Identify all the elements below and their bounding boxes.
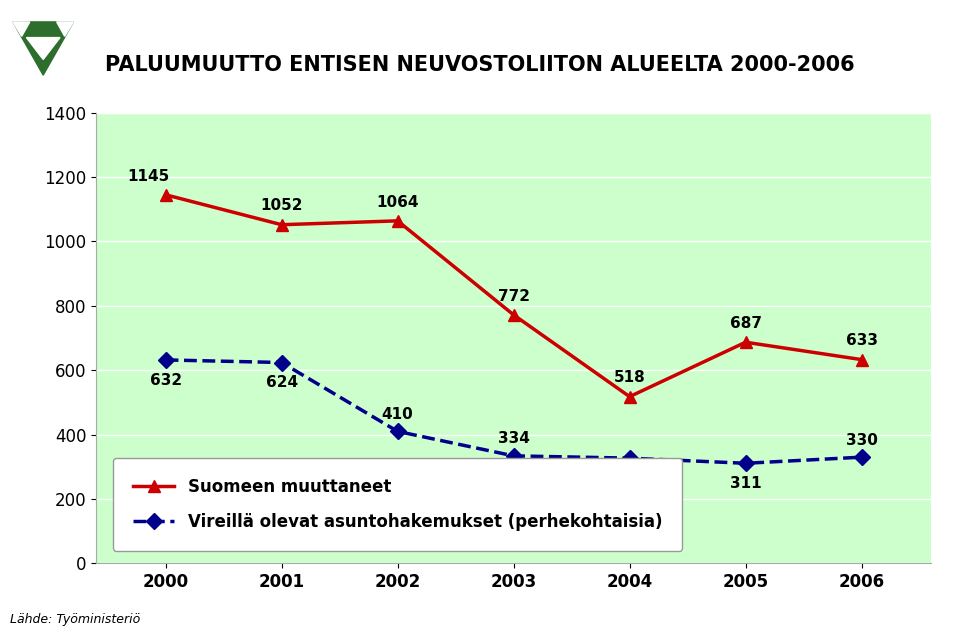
Text: 327: 327 (613, 471, 646, 486)
Text: 633: 633 (846, 333, 877, 348)
Text: 624: 624 (266, 376, 298, 391)
Text: 410: 410 (382, 407, 414, 422)
Polygon shape (13, 22, 73, 75)
Polygon shape (13, 22, 30, 36)
Text: PALUUMUUTTO ENTISEN NEUVOSTOLIITON ALUEELTA 2000-2006: PALUUMUUTTO ENTISEN NEUVOSTOLIITON ALUEE… (106, 55, 854, 75)
Polygon shape (26, 38, 60, 59)
Text: 1145: 1145 (127, 168, 169, 183)
Polygon shape (57, 22, 73, 36)
Text: 334: 334 (497, 431, 530, 446)
Text: 1064: 1064 (376, 195, 419, 210)
Text: 687: 687 (730, 316, 761, 331)
Text: 632: 632 (150, 373, 181, 388)
Text: 518: 518 (613, 371, 645, 386)
Text: 1052: 1052 (260, 198, 302, 213)
Text: 772: 772 (497, 289, 530, 304)
Text: Lähde: Työministeriö: Lähde: Työministeriö (10, 613, 140, 626)
Legend: Suomeen muuttaneet, Vireillä olevat asuntohakemukset (perhekohtaisia): Suomeen muuttaneet, Vireillä olevat asun… (112, 458, 683, 550)
Text: 311: 311 (730, 476, 761, 491)
Text: 330: 330 (846, 433, 877, 448)
